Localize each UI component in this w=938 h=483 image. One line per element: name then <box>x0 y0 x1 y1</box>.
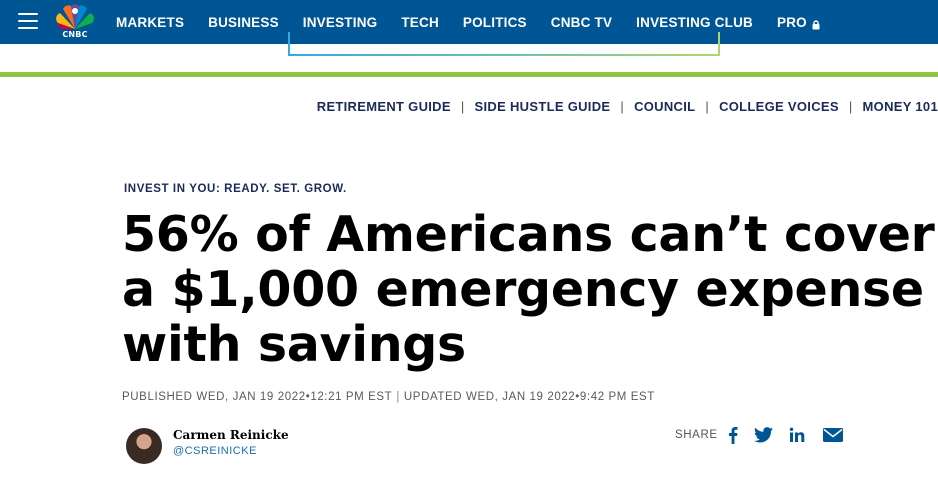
nav-politics[interactable]: POLITICS <box>462 14 527 30</box>
published-time: PUBLISHED WED, JAN 19 2022•12:21 PM EST <box>122 391 393 403</box>
author-handle[interactable]: @CSREINICKE <box>173 445 257 457</box>
subnav-separator: | <box>620 98 625 114</box>
share-bar: SHARE <box>675 424 843 446</box>
main-nav-links: MARKETS BUSINESS INVESTING TECH POLITICS… <box>116 0 844 44</box>
author-name[interactable]: Carmen Reinicke <box>173 428 289 442</box>
menu-icon[interactable] <box>18 13 38 29</box>
updated-time: UPDATED WED, JAN 19 2022•9:42 PM EST <box>403 391 655 403</box>
subnav-college-voices[interactable]: COLLEGE VOICES <box>719 98 839 114</box>
nav-pro[interactable]: PRO <box>777 15 820 30</box>
nav-cnbc-tv[interactable]: CNBC TV <box>550 14 613 30</box>
nav-business[interactable]: BUSINESS <box>208 14 279 30</box>
subnav-separator: | <box>705 98 710 114</box>
twitter-icon[interactable] <box>753 426 773 444</box>
share-label: SHARE <box>675 429 718 441</box>
sub-nav: RETIREMENT GUIDE | SIDE HUSTLE GUIDE | C… <box>317 97 938 115</box>
subnav-side-hustle-guide[interactable]: SIDE HUSTLE GUIDE <box>474 98 611 114</box>
logo-text: CNBC <box>62 30 88 39</box>
author-avatar[interactable] <box>126 428 162 464</box>
peacock-icon <box>56 4 94 30</box>
cnbc-logo[interactable]: CNBC <box>50 3 100 41</box>
nav-markets[interactable]: MARKETS <box>116 14 185 30</box>
timestamp-separator: | <box>396 391 400 403</box>
article-headline: 56% of Americans can’t cover a $1,000 em… <box>122 206 935 373</box>
article-kicker[interactable]: INVEST IN YOU: READY. SET. GROW. <box>124 183 347 195</box>
lock-icon <box>812 18 820 30</box>
article-timestamps: PUBLISHED WED, JAN 19 2022•12:21 PM EST |… <box>122 391 655 403</box>
subnav-retirement-guide[interactable]: RETIREMENT GUIDE <box>316 98 451 114</box>
nav-pro-label: PRO <box>776 14 807 30</box>
linkedin-icon[interactable] <box>789 426 805 444</box>
subnav-separator: | <box>460 98 465 114</box>
subnav-council[interactable]: COUNCIL <box>634 98 696 114</box>
email-icon[interactable] <box>822 426 843 444</box>
subnav-money-101[interactable]: MONEY 101 <box>862 98 938 114</box>
ad-frame <box>288 32 720 56</box>
facebook-icon[interactable] <box>728 426 738 444</box>
nav-tech[interactable]: TECH <box>401 14 439 30</box>
nav-investing[interactable]: INVESTING <box>302 14 378 30</box>
subnav-separator: | <box>848 98 853 114</box>
accent-divider <box>0 72 938 77</box>
nav-investing-club[interactable]: INVESTING CLUB <box>636 14 753 30</box>
